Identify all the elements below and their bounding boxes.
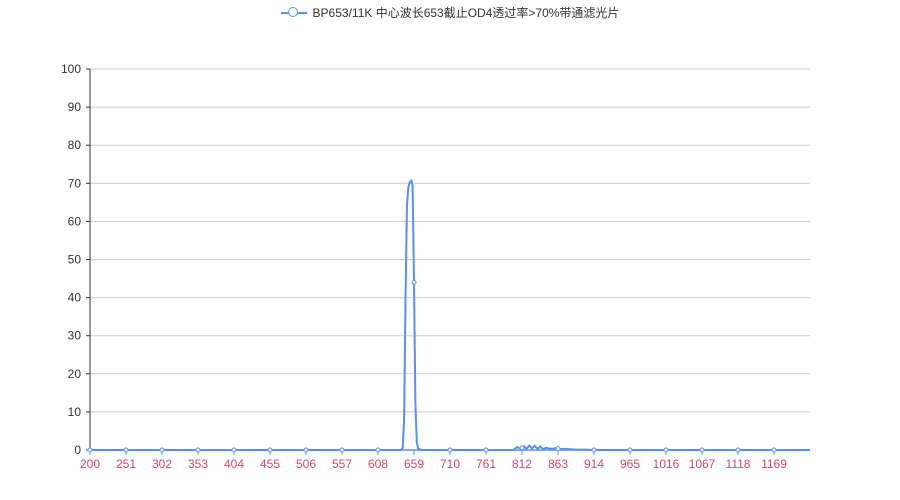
data-point bbox=[591, 447, 597, 453]
x-tick-label: 965 bbox=[620, 457, 640, 471]
y-tick-label: 100 bbox=[61, 62, 81, 76]
x-tick-label: 353 bbox=[188, 457, 208, 471]
x-tick-label: 1118 bbox=[726, 457, 751, 471]
x-tick-label: 557 bbox=[332, 457, 352, 471]
data-point bbox=[339, 447, 345, 453]
data-point bbox=[699, 447, 705, 453]
x-tick-label: 1067 bbox=[689, 457, 716, 471]
x-tick-label: 812 bbox=[512, 457, 532, 471]
x-tick-label: 659 bbox=[404, 457, 424, 471]
chart-legend[interactable]: BP653/11K 中心波长653截止OD4透过率>70%带通滤光片 bbox=[0, 0, 900, 24]
y-tick-label: 0 bbox=[74, 443, 81, 457]
data-point bbox=[735, 447, 741, 453]
data-point bbox=[87, 447, 93, 453]
data-point bbox=[411, 279, 417, 285]
y-tick-label: 40 bbox=[68, 291, 82, 305]
data-point bbox=[519, 445, 525, 451]
data-point bbox=[375, 447, 381, 453]
y-tick-label: 20 bbox=[68, 367, 82, 381]
y-tick-label: 90 bbox=[68, 100, 82, 114]
y-tick-label: 70 bbox=[68, 176, 82, 190]
data-point bbox=[627, 447, 633, 453]
data-point bbox=[771, 447, 777, 453]
data-point bbox=[159, 447, 165, 453]
data-point bbox=[555, 446, 561, 452]
legend-label: BP653/11K 中心波长653截止OD4透过率>70%带通滤光片 bbox=[312, 5, 620, 20]
series-line bbox=[90, 179, 810, 451]
x-tick-label: 404 bbox=[224, 457, 244, 471]
data-point bbox=[123, 447, 129, 453]
x-tick-label: 455 bbox=[260, 457, 280, 471]
x-tick-label: 710 bbox=[440, 457, 460, 471]
y-tick-label: 80 bbox=[68, 138, 82, 152]
legend-line-marker-icon bbox=[280, 5, 307, 19]
y-tick-label: 60 bbox=[68, 214, 82, 228]
data-point bbox=[663, 447, 669, 453]
data-point bbox=[483, 447, 489, 453]
x-tick-label: 302 bbox=[152, 457, 172, 471]
x-tick-label: 1169 bbox=[761, 457, 787, 471]
x-tick-label: 251 bbox=[116, 457, 136, 471]
data-point bbox=[195, 447, 201, 453]
x-tick-label: 914 bbox=[584, 457, 604, 471]
x-tick-label: 608 bbox=[368, 457, 388, 471]
y-tick-label: 50 bbox=[68, 253, 82, 267]
y-tick-label: 30 bbox=[68, 329, 82, 343]
x-tick-label: 863 bbox=[548, 457, 568, 471]
y-tick-label: 10 bbox=[68, 405, 82, 419]
x-tick-label: 200 bbox=[80, 457, 100, 471]
x-tick-label: 761 bbox=[476, 457, 496, 471]
x-tick-label: 506 bbox=[296, 457, 316, 471]
data-point bbox=[303, 447, 309, 453]
data-point bbox=[231, 447, 237, 453]
data-point bbox=[447, 447, 453, 453]
data-point bbox=[267, 447, 273, 453]
x-tick-label: 1016 bbox=[653, 457, 680, 471]
